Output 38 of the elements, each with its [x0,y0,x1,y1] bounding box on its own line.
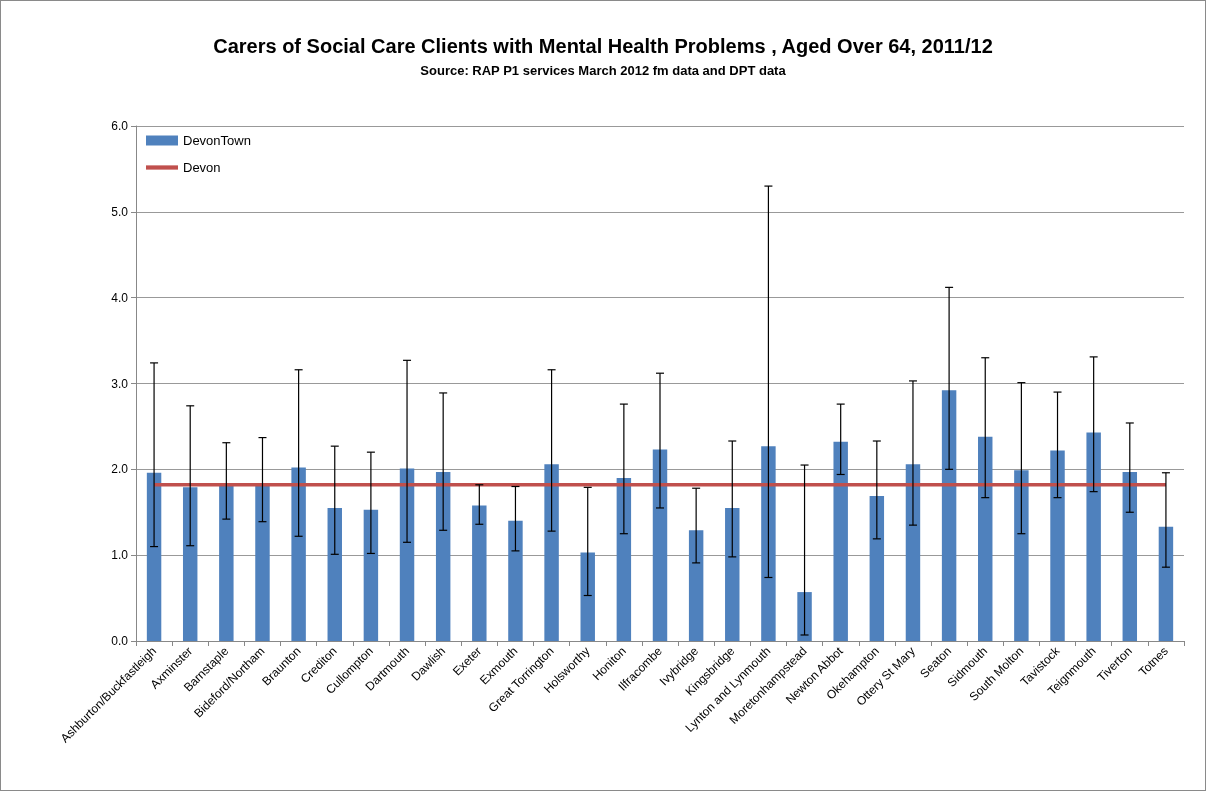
bar [1014,470,1029,641]
bar [725,507,740,641]
bar [291,467,306,641]
y-tick-label: 6.0 [111,119,129,133]
bar [435,471,451,641]
legend-label: DevonTown [183,133,251,148]
bar [544,464,559,641]
y-tick-label: 1.0 [111,548,129,563]
bar [833,441,848,641]
bar [508,520,523,641]
bar [1050,450,1065,641]
y-tick-label: 2.0 [111,462,129,477]
bar [797,592,812,641]
bar [761,446,776,641]
bar [688,530,704,641]
bar [1086,432,1101,641]
bar [869,495,885,641]
y-tick-label: 0.0 [111,634,129,648]
bar [146,472,162,641]
y-tick-label: 5.0 [111,204,129,219]
bar [363,509,379,641]
bar [580,552,595,641]
bar [905,464,921,641]
chart-subtitle: Source: RAP P1 services March 2012 fm data and DPT data [420,63,787,78]
y-tick-label: 3.0 [111,376,129,391]
bar [472,505,487,641]
bar [327,507,342,641]
bar [616,477,632,641]
legend-label: Devon [183,160,221,175]
y-tick-label: 4.0 [111,290,129,305]
bar [1158,526,1174,641]
chart-title: Carers of Social Care Clients with Mental Health Problems , Aged Over 64, 2011/12 [213,35,993,57]
bar [182,487,198,641]
bar [978,436,993,641]
bar [941,390,957,641]
bar [1122,471,1138,641]
bar [219,484,234,641]
bar [652,449,668,641]
